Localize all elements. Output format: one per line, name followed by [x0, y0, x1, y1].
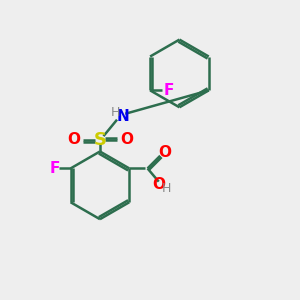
Text: H: H — [111, 106, 120, 119]
Text: N: N — [116, 109, 129, 124]
Text: O: O — [159, 145, 172, 160]
Text: F: F — [49, 161, 60, 176]
Text: H: H — [161, 182, 171, 195]
Text: F: F — [164, 83, 174, 98]
Text: O: O — [120, 132, 133, 147]
Text: O: O — [67, 132, 80, 147]
Text: O: O — [152, 177, 165, 192]
Text: S: S — [93, 131, 106, 149]
